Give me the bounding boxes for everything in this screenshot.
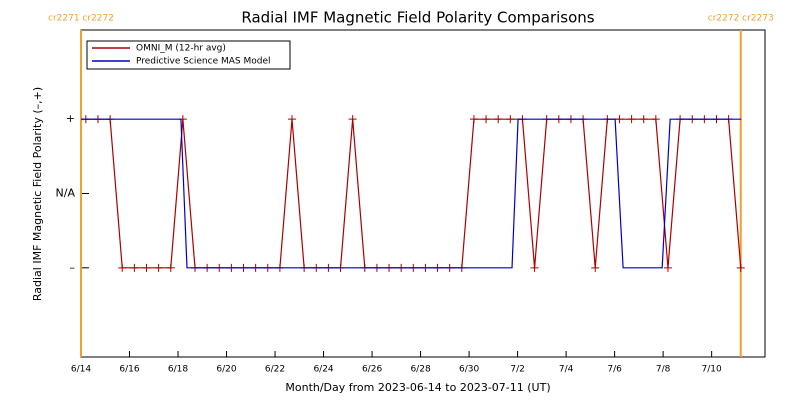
x-tick-label: 6/14	[71, 365, 91, 375]
point-marker	[651, 115, 660, 124]
x-tick-label: 6/26	[362, 365, 382, 375]
x-axis-label: Month/Day from 2023-06-14 to 2023-07-11 …	[285, 381, 550, 394]
y-axis-label: Radial IMF Magnetic Field Polarity (–,+)	[31, 87, 44, 301]
x-tick-label: 6/22	[265, 365, 285, 375]
point-marker	[166, 263, 175, 272]
x-tick-label: 7/8	[656, 365, 671, 375]
chart-title: Radial IMF Magnetic Field Polarity Compa…	[241, 9, 594, 27]
point-marker	[639, 115, 648, 124]
x-tick-label: 6/20	[216, 365, 236, 375]
point-marker	[469, 115, 478, 124]
point-marker	[348, 115, 357, 124]
point-marker	[154, 263, 163, 272]
x-tick-label: 6/16	[119, 365, 139, 375]
point-marker	[615, 115, 624, 124]
point-marker	[482, 115, 491, 124]
x-tick-label: 7/6	[607, 365, 622, 375]
y-tick-label: +	[66, 112, 75, 125]
x-tick-label: 7/10	[702, 365, 722, 375]
point-marker	[118, 263, 127, 272]
point-marker	[736, 263, 745, 272]
x-tick-label: 6/24	[313, 365, 333, 375]
point-marker	[663, 263, 672, 272]
point-marker	[142, 263, 151, 272]
series-line	[81, 118, 742, 269]
legend-label: OMNI_M (12-hr avg)	[136, 44, 226, 54]
point-marker	[530, 263, 539, 272]
x-tick-label: 6/28	[410, 365, 430, 375]
x-tick-label: 7/4	[559, 365, 574, 375]
point-marker	[506, 115, 515, 124]
point-marker	[130, 263, 139, 272]
carrington-label: cr2272 cr2273	[708, 14, 774, 24]
y-tick-label: N/A	[56, 187, 76, 200]
point-marker	[627, 115, 636, 124]
x-tick-label: 6/30	[459, 365, 479, 375]
y-tick-label: –	[70, 261, 76, 274]
x-tick-label: 6/18	[168, 365, 188, 375]
carrington-label: cr2271 cr2272	[48, 14, 114, 24]
x-tick-label: 7/2	[510, 365, 524, 375]
point-marker	[288, 115, 297, 124]
point-marker	[494, 115, 503, 124]
legend-label: Predictive Science MAS Model	[136, 57, 271, 67]
point-marker	[591, 263, 600, 272]
legend-box	[86, 40, 291, 70]
